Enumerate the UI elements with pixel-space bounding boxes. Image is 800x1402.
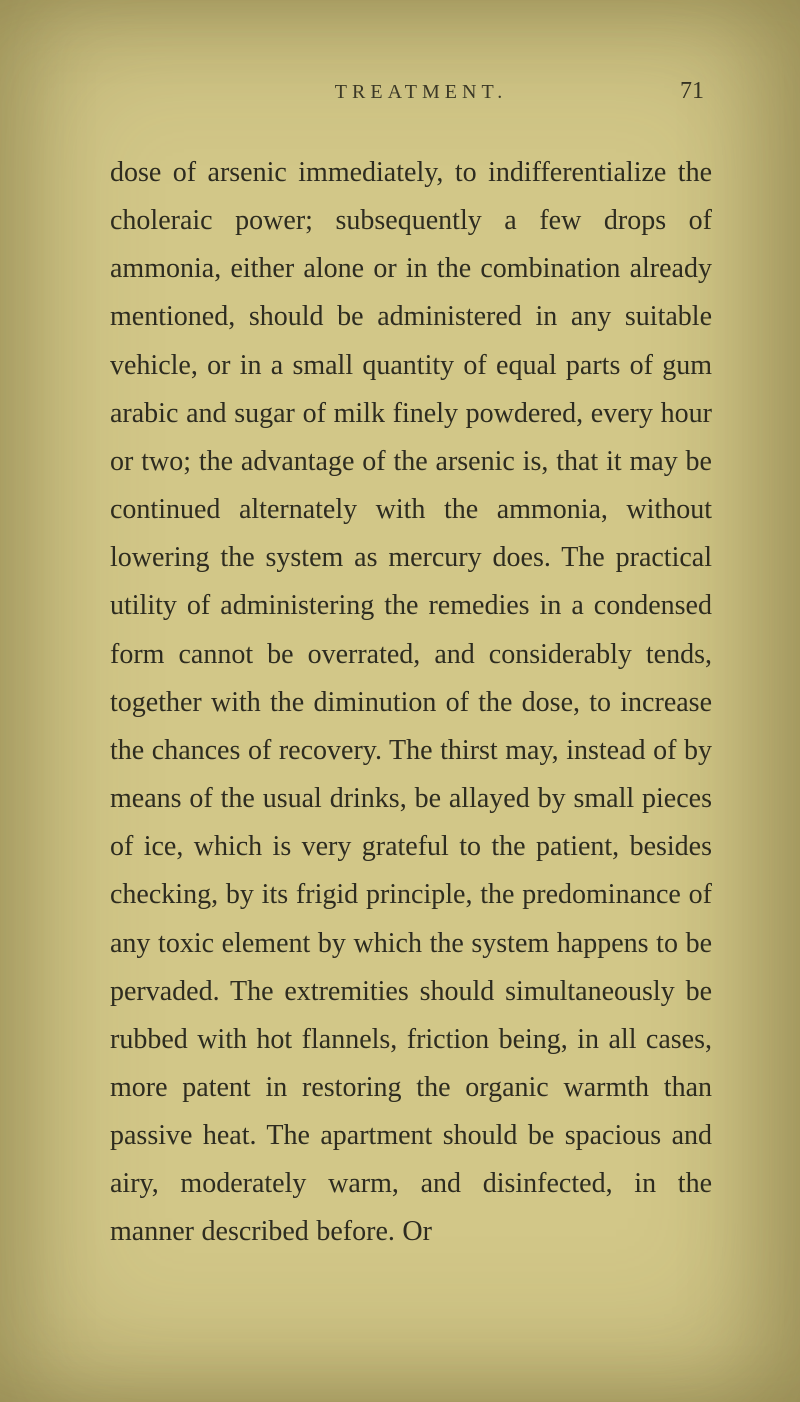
running-head: TREATMENT. <box>188 81 654 104</box>
body-text: dose of arsenic immediately, to indiffer… <box>110 149 712 1257</box>
page-number: 71 <box>654 78 704 105</box>
page-header: TREATMENT. 71 <box>118 78 704 105</box>
